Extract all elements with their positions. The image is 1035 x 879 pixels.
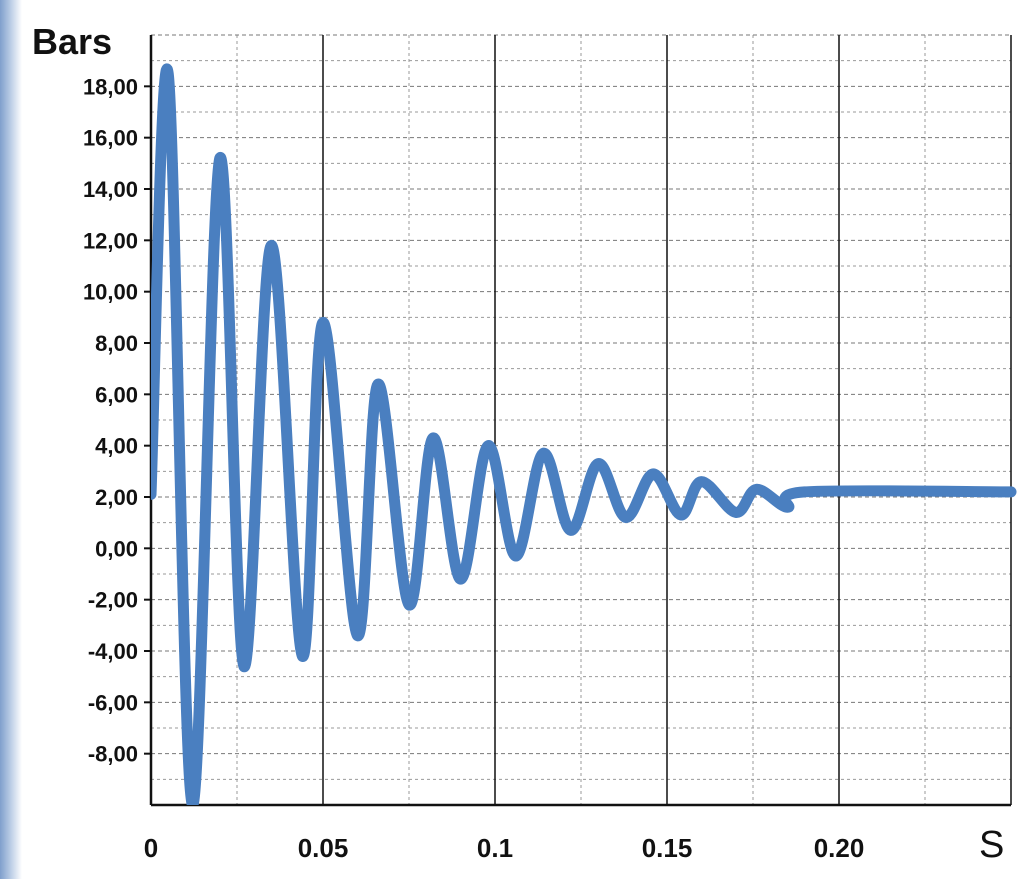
series-group — [151, 63, 1017, 805]
x-tick-label: 0 — [144, 833, 158, 863]
y-tick-label: -8,00 — [88, 742, 138, 767]
y-tick-label: -4,00 — [88, 639, 138, 664]
y-tick-label: -6,00 — [88, 690, 138, 715]
y-tick-label: -2,00 — [88, 588, 138, 613]
x-tick-label: 0.20 — [814, 833, 865, 863]
y-tick-label: 4,00 — [95, 434, 138, 459]
y-tick-label: 8,00 — [95, 331, 138, 356]
major-gridlines — [151, 34, 1012, 805]
y-tick-label: 12,00 — [83, 228, 138, 253]
series-line — [151, 63, 1017, 805]
x-tick-label: 0.05 — [298, 833, 349, 863]
y-tick-label: 16,00 — [83, 126, 138, 151]
y-tick-label: 2,00 — [95, 485, 138, 510]
x-tick-label: 0.1 — [477, 833, 513, 863]
y-axis-label: Bars — [32, 21, 112, 62]
y-tick-label: 18,00 — [83, 74, 138, 99]
y-tick-label: 6,00 — [95, 382, 138, 407]
minor-gridlines — [151, 35, 1011, 805]
x-axis-label: S — [979, 824, 1004, 866]
y-tick-labels: -8,00 -6,00 -4,00 -2,00 0,00 2,00 4,00 6,00 8,00… — [83, 74, 151, 767]
y-tick-label: 10,00 — [83, 280, 138, 305]
x-tick-labels: 0 0.05 0.1 0.15 0.20 — [144, 833, 865, 863]
y-tick-label: 0,00 — [95, 536, 138, 561]
y-tick-label: 14,00 — [83, 177, 138, 202]
x-tick-label: 0.15 — [642, 833, 693, 863]
